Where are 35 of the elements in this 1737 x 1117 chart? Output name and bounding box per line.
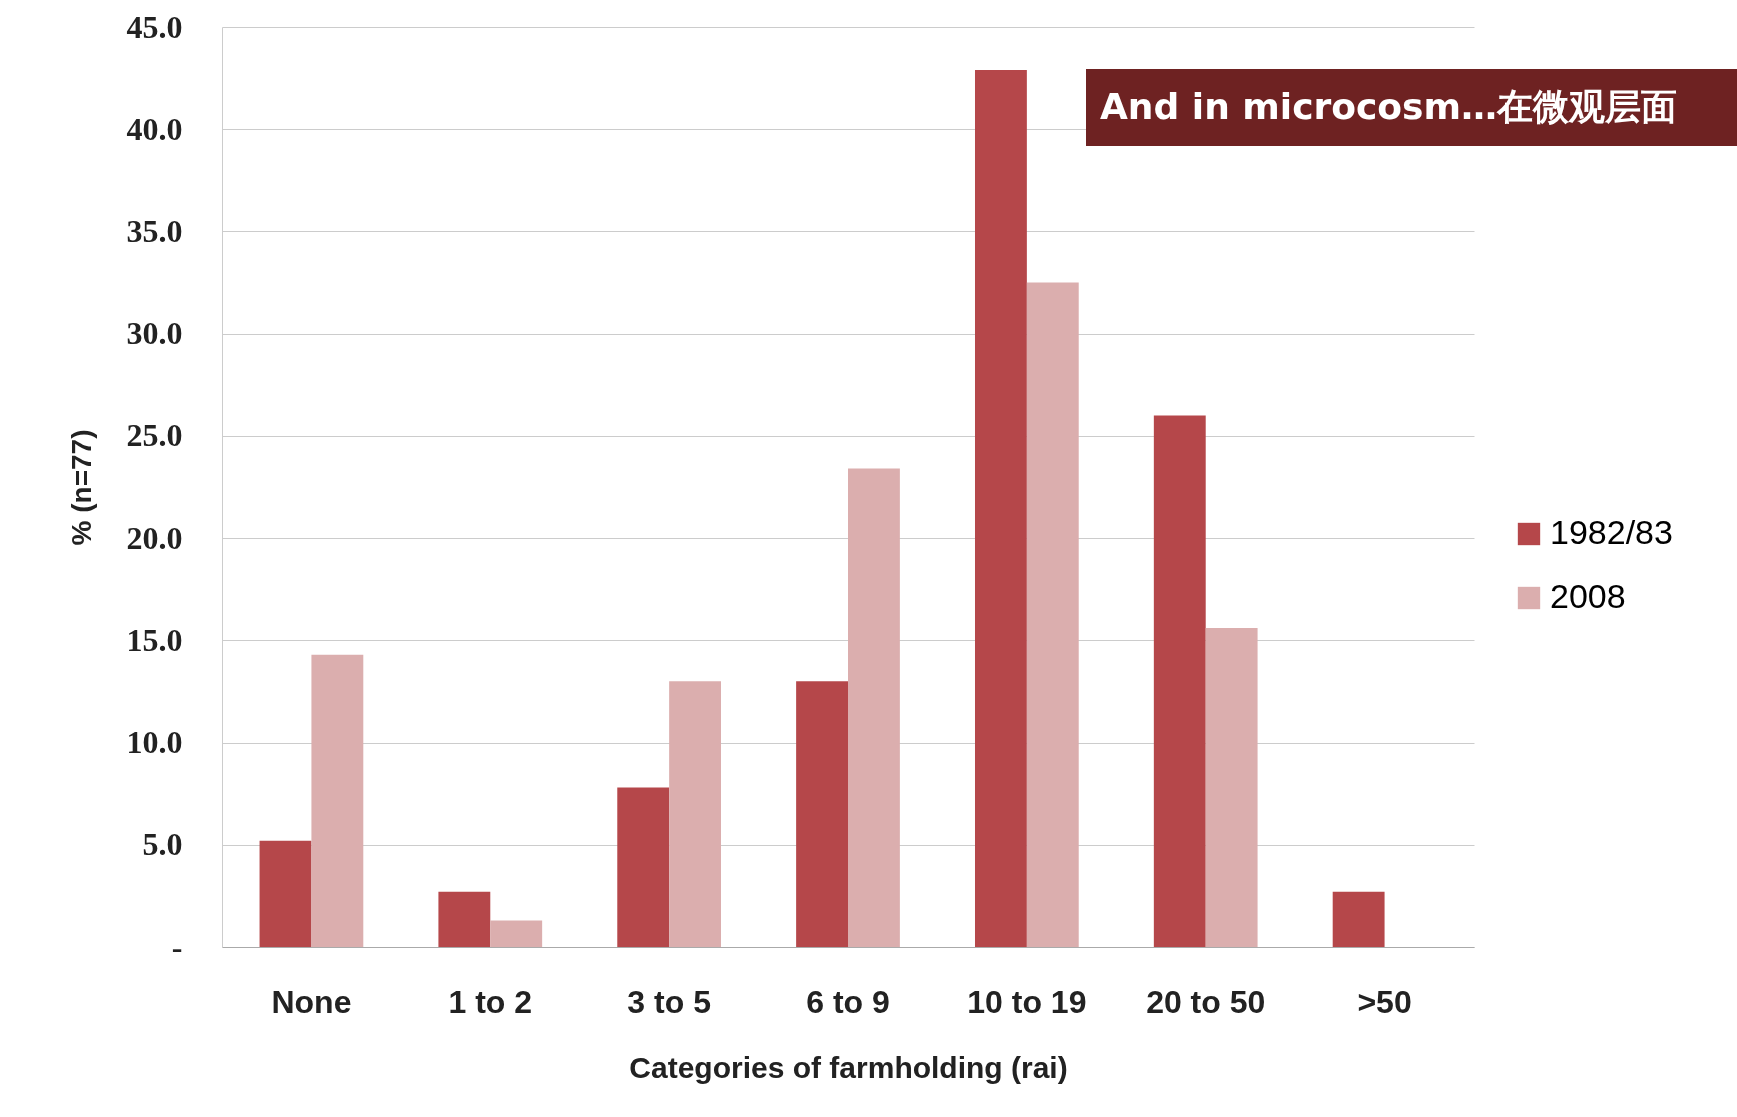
x-tick-label: 3 to 5 — [627, 983, 711, 1020]
x-tick-label: 20 to 50 — [1146, 983, 1266, 1020]
bar — [1332, 891, 1385, 947]
y-tick-label: 5.0 — [142, 826, 183, 863]
x-tick-label: >50 — [1357, 983, 1412, 1020]
y-tick-label: 40.0 — [126, 110, 183, 147]
y-tick-label: - — [171, 928, 183, 965]
annotation: And in microcosm…在微观层面 — [1086, 69, 1737, 146]
bar — [438, 891, 491, 947]
y-tick-label: 20.0 — [126, 519, 183, 556]
y-axis-title: % (n=77) — [65, 429, 97, 546]
bar — [1153, 415, 1206, 947]
bar — [259, 840, 312, 947]
bar — [1026, 282, 1079, 947]
bar — [311, 654, 364, 947]
y-tick-label: 45.0 — [126, 8, 183, 45]
x-tick-label: None — [271, 983, 352, 1020]
y-tick-label: 25.0 — [126, 417, 183, 454]
bar — [669, 681, 722, 947]
legend-label: 2008 — [1550, 577, 1626, 615]
x-tick-label: 1 to 2 — [448, 983, 533, 1020]
x-tick-label: 6 to 9 — [806, 983, 890, 1020]
bar — [490, 920, 543, 947]
x-axis-title: Categories of farmholding (rai) — [629, 1050, 1068, 1084]
y-tick-label: 35.0 — [126, 212, 183, 249]
bar — [796, 681, 848, 947]
bar — [1205, 628, 1258, 947]
y-tick-label: 15.0 — [126, 621, 183, 658]
bar — [974, 69, 1027, 947]
bar — [848, 468, 900, 947]
y-tick-label: 10.0 — [126, 724, 183, 761]
legend-label: 1982/83 — [1550, 513, 1673, 551]
bar — [617, 787, 670, 947]
y-tick-label: 30.0 — [126, 315, 183, 352]
x-tick-label: 10 to 19 — [967, 983, 1087, 1020]
